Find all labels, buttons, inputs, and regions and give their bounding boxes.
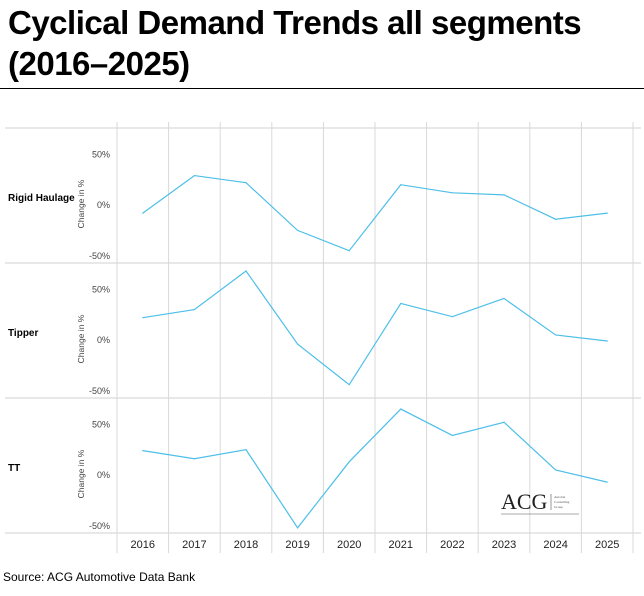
series-label: Rigid Haulage <box>8 193 75 204</box>
svg-text:ACG: ACG <box>501 490 548 514</box>
y-tick-label: 0% <box>97 470 110 480</box>
acg-logo: ACG Autobei Consulting Group <box>501 489 581 516</box>
data-point <box>142 212 144 214</box>
data-point <box>503 297 505 299</box>
data-point <box>193 174 195 177</box>
data-point <box>245 270 247 272</box>
data-point <box>297 343 299 345</box>
series-label: TT <box>8 463 20 474</box>
x-tick-label: 2024 <box>543 539 567 551</box>
y-tick-label: -50% <box>89 521 110 531</box>
x-tick-label: 2025 <box>595 539 619 551</box>
data-point <box>606 481 608 483</box>
data-point <box>503 194 505 196</box>
y-axis-label: Change in % <box>76 449 86 498</box>
y-axis-label: Change in % <box>76 314 86 363</box>
data-point <box>451 434 453 437</box>
series-line-tipper <box>142 270 608 386</box>
y-tick-label: 0% <box>97 335 110 345</box>
data-point <box>348 250 350 252</box>
data-point <box>555 469 557 471</box>
y-tick-label: 50% <box>92 149 110 159</box>
data-point <box>348 461 350 463</box>
data-point <box>297 229 299 231</box>
x-tick-label: 2017 <box>182 539 206 551</box>
data-point <box>503 421 505 423</box>
data-point <box>451 192 453 194</box>
x-tick-label: 2021 <box>389 539 413 551</box>
data-point <box>555 218 557 220</box>
data-point <box>142 317 144 319</box>
title-divider <box>0 88 644 89</box>
y-tick-label: -50% <box>89 251 110 261</box>
data-point <box>451 316 453 318</box>
data-point <box>245 182 247 184</box>
data-point <box>606 340 608 342</box>
x-tick-label: 2020 <box>337 539 361 551</box>
series-label: Tipper <box>8 328 38 339</box>
page-title: Cyclical Demand Trends all segments (201… <box>8 4 582 82</box>
data-point <box>142 450 144 452</box>
data-point <box>297 527 299 529</box>
data-point <box>348 384 350 386</box>
x-tick-label: 2018 <box>234 539 258 551</box>
y-tick-label: 50% <box>92 284 110 294</box>
x-tick-label: 2016 <box>131 539 155 551</box>
x-tick-label: 2022 <box>440 539 464 551</box>
data-point <box>400 184 402 186</box>
source-note: Source: ACG Automotive Data Bank <box>3 570 196 584</box>
data-point <box>400 408 402 410</box>
data-point <box>555 334 557 336</box>
y-tick-label: -50% <box>89 386 110 396</box>
y-tick-label: 0% <box>97 200 110 210</box>
data-point <box>245 449 247 451</box>
y-tick-label: 50% <box>92 419 110 429</box>
data-point <box>193 458 195 460</box>
data-point <box>193 308 195 311</box>
x-tick-label: 2023 <box>492 539 516 551</box>
data-point <box>400 302 402 305</box>
data-point <box>606 212 608 214</box>
x-tick-label: 2019 <box>285 539 309 551</box>
y-axis-label: Change in % <box>76 179 86 228</box>
svg-text:Consulting: Consulting <box>554 500 570 504</box>
svg-text:Group: Group <box>554 505 563 509</box>
series-line-rigid-haulage <box>142 174 608 252</box>
series-line-tt <box>142 408 608 529</box>
svg-text:Autobei: Autobei <box>554 495 565 499</box>
